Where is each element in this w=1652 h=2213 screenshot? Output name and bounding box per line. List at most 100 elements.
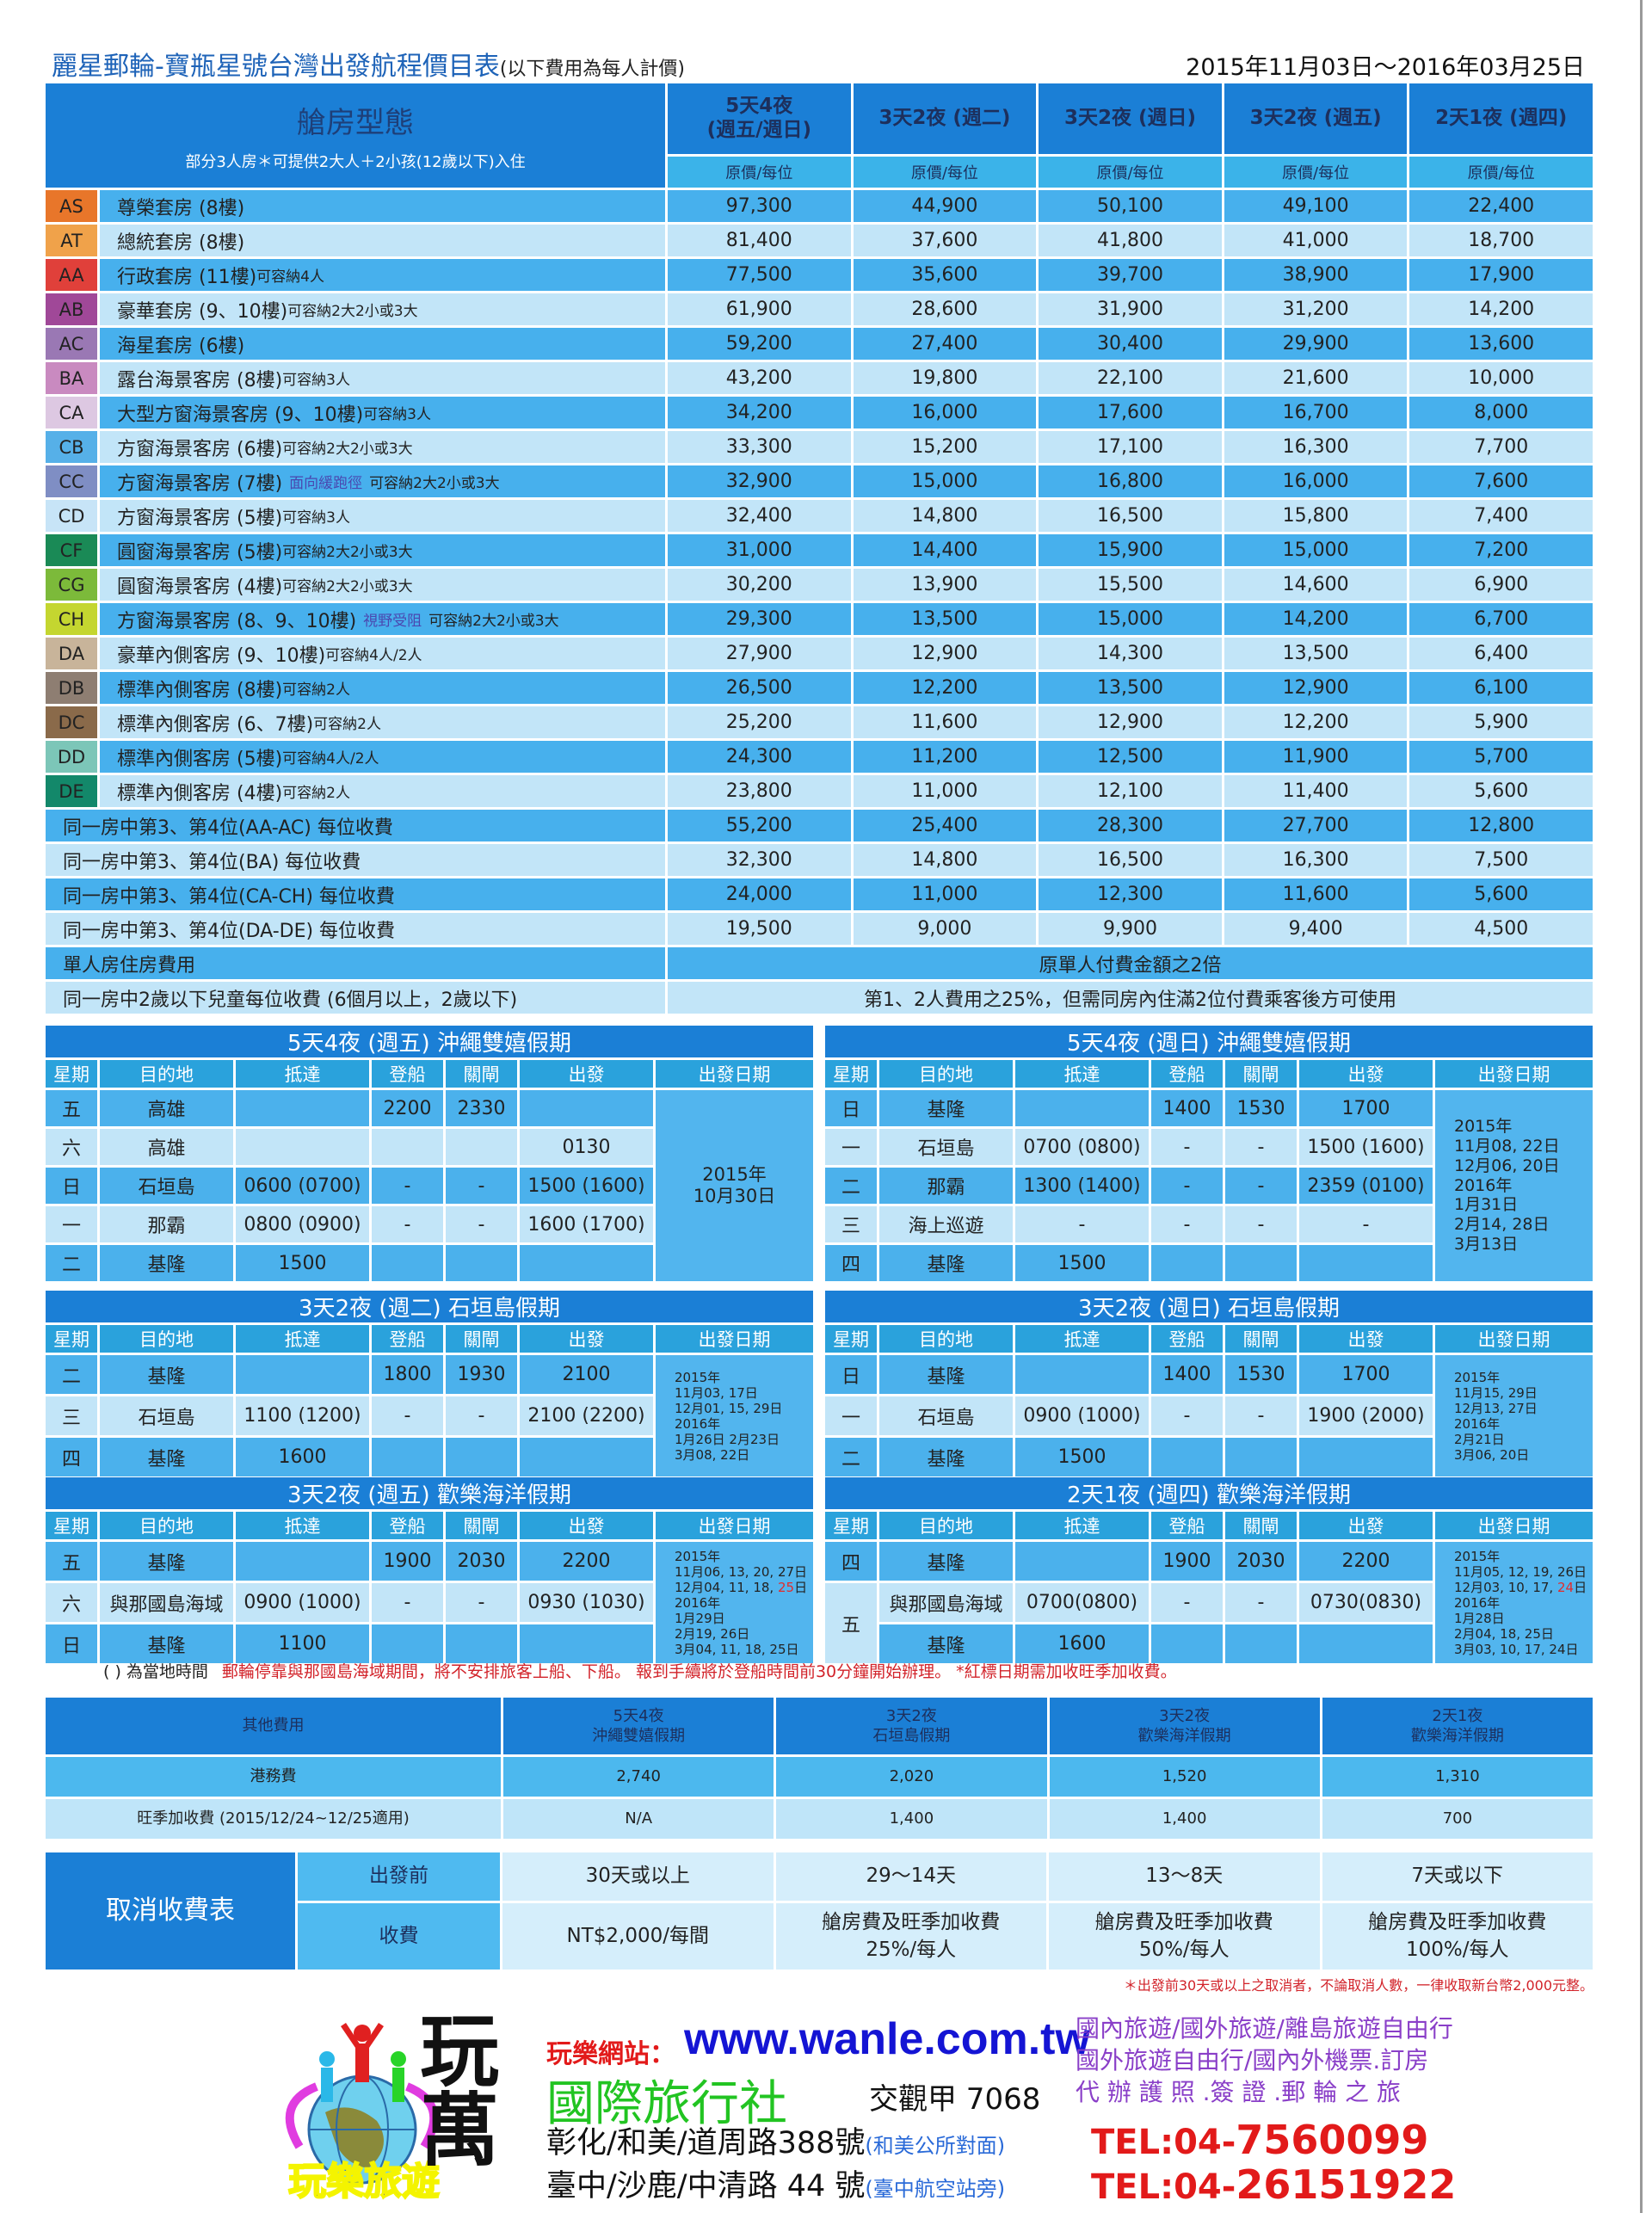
table-row: 同一房中第3、第4位(BA) 每位收費 32,300 14,800 16,500 16,… [46, 844, 1593, 876]
cabin-name: 總統套房 (8樓) [100, 225, 665, 256]
cabin-capacity: 可容納4人/2人 [325, 647, 422, 664]
fee-column: 3天2夜 石垣島假期 [776, 1698, 1047, 1754]
departure-dates: 2015年 11月05, 12, 19, 26日 12月03, 10, 17, 24… [1435, 1542, 1593, 1663]
price-cell: 19,800 [853, 362, 1037, 394]
price-cell: 43,200 [668, 362, 851, 394]
itinerary-arrive: - [1015, 1206, 1149, 1242]
price-cell: 31,000 [668, 534, 851, 566]
itinerary-board: - [1151, 1168, 1223, 1204]
table-row: 同一房中第3、第4位(DA-DE) 每位收費 19,500 9,000 9,900 9,… [46, 913, 1593, 945]
cabin-code: DA [46, 638, 97, 669]
cabin-capacity: 可容納2人 [313, 716, 381, 733]
travel-agency-logo: 玩樂旅遊 [285, 2023, 441, 2204]
price-cell: 29,300 [668, 603, 851, 635]
itinerary-depart: 2359 (0100) [1299, 1168, 1433, 1204]
itinerary-board: - [372, 1396, 443, 1435]
price-cell: 12,200 [1224, 706, 1408, 738]
price-cell: 77,500 [668, 259, 851, 291]
itinerary-depart [1299, 1438, 1433, 1476]
price-table: 艙房型態 部分3人房＊可提供2大人＋2小孩(12歲以下)入住 5天4夜 (週五/… [46, 83, 1593, 1014]
itinerary-arrive: 0700(0800) [1015, 1583, 1149, 1622]
price-cell: 27,900 [668, 638, 851, 669]
other-fees-label: 其他費用 [46, 1698, 501, 1754]
cabin-name: 豪華套房 (9、10樓) 可容納2大2小或3大 [100, 293, 665, 325]
itinerary-board [1151, 1245, 1223, 1281]
date-text: 3月06, 20日 [1454, 1446, 1530, 1463]
price-cell: 38,900 [1224, 259, 1408, 291]
itinerary-dest: 基隆 [100, 1542, 233, 1581]
fee-column-line1: 3天2夜 [885, 1706, 937, 1725]
cabin-name-text: 標準內側客房 (6、7樓) [117, 713, 314, 736]
itinerary-dest: 海上巡遊 [879, 1206, 1013, 1242]
date-line: 11月15, 29日 [1454, 1385, 1538, 1401]
column-header: 出發日期 [656, 1325, 813, 1353]
column-sub: 原價/每位 [853, 157, 1037, 188]
phone-taichung[interactable]: TEL:04-26151922 [1091, 2161, 1456, 2208]
website-link[interactable]: www.wanle.com.tw [684, 2014, 1090, 2064]
merged-value: 第1、2人費用之25%，但需同房內住滿2位付費乘客後方可使用 [668, 982, 1593, 1014]
fee-value: 2,020 [776, 1757, 1047, 1797]
price-cell: 10,000 [1409, 362, 1593, 394]
itinerary-ishigaki-tue: 3天2夜 (週二) 石垣島假期 星期 目的地 抵達 登船 關閘 出發 出發日期二基隆 1800 1… [46, 1291, 813, 1476]
price-cell: 7,500 [1409, 844, 1593, 876]
itinerary-gate [1225, 1624, 1297, 1663]
table-row: AA 行政套房 (11樓) 可容納4人 77,500 35,600 39,700 38,90… [46, 259, 1593, 291]
date-text: 2016年 [1454, 1415, 1501, 1432]
price-cell: 59,200 [668, 328, 851, 360]
license-number: 交觀甲 7068 [869, 2082, 1041, 2117]
date-text: 1月29日 [675, 1610, 725, 1626]
price-cell: 14,800 [853, 500, 1037, 532]
itinerary-gate [1225, 1438, 1297, 1476]
cancel-fee-line1: NT$2,000/每間 [566, 1924, 709, 1947]
departure-dates: 2015年 11月03, 17日 12月01, 15, 29日 2016年 1月26日 … [656, 1355, 813, 1476]
price-cell: 5,600 [1409, 878, 1593, 910]
itinerary-depart: - [1299, 1206, 1433, 1242]
itinerary-arrive [236, 1129, 369, 1165]
table-row: AT 總統套房 (8樓) 81,400 37,600 41,800 41,000 18,70… [46, 225, 1593, 256]
price-cell: 5,600 [1409, 775, 1593, 807]
itinerary-grid: 星期 目的地 抵達 登船 關閘 出發 出發日期日基隆 1400 1530 1700 一石垣島 0700… [825, 1060, 1593, 1281]
service-line: 國內旅遊/國外旅遊/離島旅遊自由行 [1076, 2014, 1453, 2043]
day-of-week: 二 [46, 1245, 97, 1281]
price-cell: 16,000 [853, 397, 1037, 428]
date-text: 12月06, 20日 [1454, 1156, 1560, 1175]
cabin-name-text: 方窗海景客房 (5樓) [117, 507, 283, 529]
date-text: 2015年 [675, 1369, 721, 1385]
date-text: 2015年 [1454, 1369, 1501, 1385]
date-line: 2016年 [675, 1595, 720, 1611]
address-landmark: (和美公所對面) [865, 2134, 1006, 2158]
cabin-code: AT [46, 225, 97, 256]
price-cell: 7,200 [1409, 534, 1593, 566]
itinerary-board: - [372, 1583, 443, 1622]
cancel-fee-line2: 25%/每人 [866, 1938, 957, 1961]
itinerary-dest: 基隆 [100, 1438, 233, 1476]
date-text: 2015年 [702, 1163, 767, 1185]
date-line: 2016年 [1454, 1595, 1500, 1611]
day-of-week: 一 [46, 1206, 97, 1242]
date-line: 3月03, 10, 17, 24日 [1454, 1642, 1579, 1657]
phone-changhua[interactable]: TEL:04-7560099 [1091, 2117, 1428, 2163]
itinerary-title: 3天2夜 (週五) 歡樂海洋假期 [46, 1477, 813, 1509]
itinerary-depart: 1700 [1299, 1355, 1433, 1394]
price-cell: 25,400 [853, 810, 1037, 841]
itinerary-arrive [236, 1355, 369, 1394]
itinerary-gate: - [1225, 1583, 1297, 1622]
price-cell: 24,300 [668, 741, 851, 773]
itinerary-board: - [372, 1206, 443, 1242]
day-of-week: 五 [46, 1090, 97, 1126]
itinerary-gate: 2030 [1225, 1542, 1297, 1581]
itinerary-arrive [1015, 1542, 1149, 1581]
fee-value: 2,740 [503, 1757, 774, 1797]
date-text: 12月04, 11, 18, [675, 1579, 778, 1595]
itinerary-board [372, 1129, 443, 1165]
price-cell: 23,800 [668, 775, 851, 807]
price-cell: 12,900 [853, 638, 1037, 669]
column-header: 星期 [46, 1512, 97, 1539]
table-row: CC 方窗海景客房 (7樓) 面向緩跑徑 可容納2大2小或3大 32,900 15,000… [46, 465, 1593, 497]
cabin-type-title: 艙房型態 [297, 106, 414, 140]
cancel-fee-line1: 艙房費及旺季加收費 [822, 1911, 1001, 1934]
cabin-name: 標準內側客房 (8樓) 可容納2人 [100, 672, 665, 704]
itinerary-okinawa-fri: 5天4夜 (週五) 沖繩雙嬉假期 星期 目的地 抵達 登船 關閘 出發 出發日期五高雄 2200… [46, 1026, 813, 1281]
itinerary-depart: 0730(0830) [1299, 1583, 1433, 1622]
itinerary-gate: 2330 [446, 1090, 517, 1126]
